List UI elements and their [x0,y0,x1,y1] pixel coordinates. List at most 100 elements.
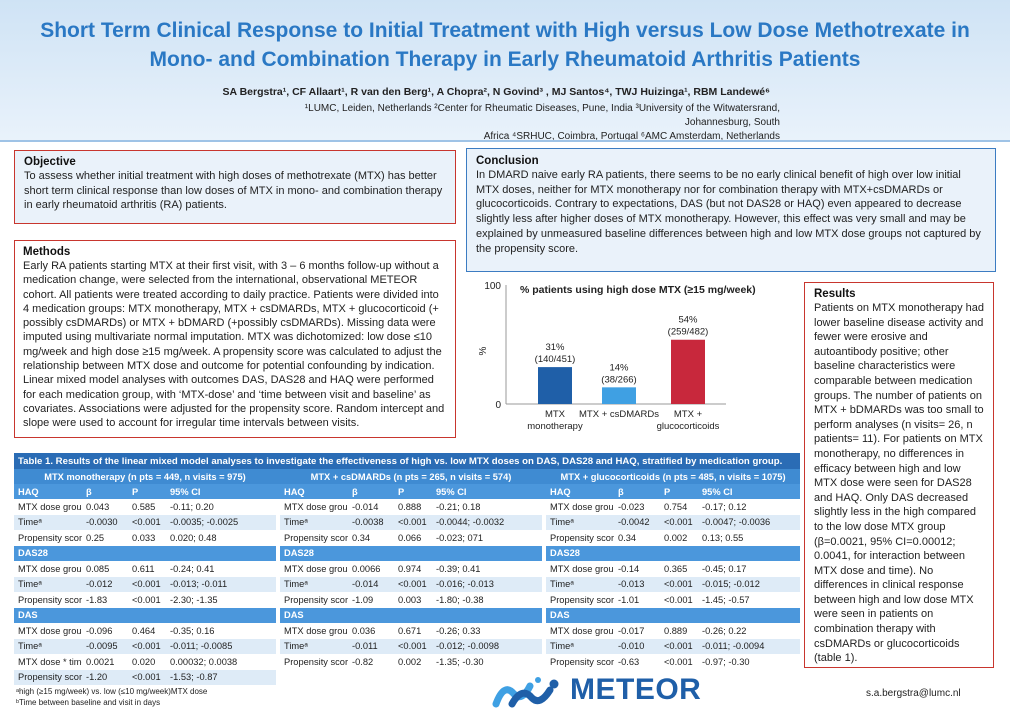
table-gap [542,469,546,484]
chart-y-tick-label: 100 [484,281,501,292]
table-cell: -1.20 [82,669,128,685]
table-row: Propensity score -1.20 <0.001 -1.53; -0.87 [14,669,801,685]
table-cell: 0.003 [394,592,432,608]
table-cell: <0.001 [394,514,432,530]
table-row-label: Propensity score [280,530,348,546]
results-heading: Results [814,288,856,300]
table-cell: -0.017 [614,623,660,639]
table-row-label: Timeᵃ [14,514,82,530]
chart-y-tick-label: 0 [495,400,501,411]
table-section-name: HAQ [14,484,82,499]
affiliations-line-1: ¹LUMC, Leiden, Netherlands ²Center for R… [304,103,780,128]
objective-text: To assess whether initial treatment with… [24,170,443,212]
meteor-logo-icon [492,677,559,708]
table-cell: -0.0095 [82,638,128,654]
table-group-header: MTX monotherapy (n pts = 449, n visits =… [14,469,276,484]
table-section-name: HAQ [546,484,614,499]
table-cell: <0.001 [660,638,698,654]
table-gap [276,623,280,639]
table-row-label: MTX dose group [14,623,82,639]
table-cell: 0.365 [660,561,698,577]
methods-text: Early RA patients starting MTX at their … [23,260,445,430]
table-row-label: MTX dose group [546,499,614,515]
table-gap [542,484,546,499]
contact-email[interactable]: s.a.bergstra@lumc.nl [866,688,961,699]
table-cell: -0.023 [614,499,660,515]
table-column-header: P [128,484,166,499]
table-cell: -0.26; 0.22 [698,623,801,639]
table-cell: -0.0030 [82,514,128,530]
table-cell: -0.82 [348,654,394,670]
table-row: MTX dose group 0.043 0.585 -0.11; 0.20 MTX d… [14,499,801,515]
table-gap [542,592,546,608]
chart-bar [671,339,705,404]
table-gap [542,545,546,561]
table-cell: -0.016; -0.013 [432,576,542,592]
table-cell: -0.096 [82,623,128,639]
table-cell: 0.34 [348,530,394,546]
table-gap [542,654,546,670]
table-gap [542,638,546,654]
table-cell: -0.0042 [614,514,660,530]
table-cell: 0.611 [128,561,166,577]
table-section-header-row: DAS DAS DAS [14,607,801,623]
table-cell: <0.001 [128,576,166,592]
table-cell: -0.0035; -0.0025 [166,514,276,530]
poster-header: Short Term Clinical Response to Initial … [0,0,1010,142]
table-cell: -1.53; -0.87 [166,669,276,685]
chart-category-label: glucocorticoids [657,421,720,432]
table-cell: -1.35; -0.30 [432,654,542,670]
table-row-label: Timeᵃ [14,638,82,654]
table-empty-cell [394,669,432,685]
table-cell: -0.14 [614,561,660,577]
table-cell: 0.036 [348,623,394,639]
table-cell: 0.585 [128,499,166,515]
conclusion-text: In DMARD naive early RA patients, there … [476,169,981,255]
table-row: Timeᵃ -0.0095 <0.001 -0.011; -0.0085 Timeᵃ -0… [14,638,801,654]
table-cell: -1.80; -0.38 [432,592,542,608]
table-cell: <0.001 [660,514,698,530]
table-gap [276,592,280,608]
table-row-label: Propensity score [280,654,348,670]
table-empty-cell [280,669,348,685]
table-row: MTX dose group -0.096 0.464 -0.35; 0.16 MTX … [14,623,801,639]
table-cell: -1.83 [82,592,128,608]
table-cell: -2.30; -1.35 [166,592,276,608]
chart-bar [602,387,636,404]
table-row: Timeᵃ -0.012 <0.001 -0.013; -0.011 Timeᵃ -0.0… [14,576,801,592]
title-line-1: Short Term Clinical Response to Initial … [40,19,970,42]
table-row-label: Timeᵃ [14,576,82,592]
table-group-header-row: MTX monotherapy (n pts = 449, n visits =… [14,469,801,484]
table-empty-cell [432,669,542,685]
chart-y-axis-label: % [478,346,489,355]
table-section-name: DAS [546,607,801,623]
table-cell: -1.45; -0.57 [698,592,801,608]
results-text: Patients on MTX monotherapy had lower ba… [814,302,984,665]
table-row: MTX dose * time 0.0021 0.020 0.00032; 0.003… [14,654,801,670]
table-cell: -1.01 [614,592,660,608]
table-cell: -0.013; -0.011 [166,576,276,592]
table-row-label: MTX dose group [280,623,348,639]
table-row: MTX dose group 0.085 0.611 -0.24; 0.41 MTX d… [14,561,801,577]
table-cell: 0.002 [660,530,698,546]
table-cell: -0.11; 0.20 [166,499,276,515]
affiliations: ¹LUMC, Leiden, Netherlands ²Center for R… [240,102,780,144]
table-column-header: β [348,484,394,499]
table-section-header-row: DAS28 DAS28 DAS28 [14,545,801,561]
table-cell: 0.974 [394,561,432,577]
table-cell: -0.023; 071 [432,530,542,546]
table-cell: <0.001 [660,592,698,608]
table-cell: <0.001 [128,514,166,530]
table-gap [276,499,280,515]
table-section-name: DAS28 [280,545,542,561]
meteor-logo-mark [492,677,559,708]
table-gap [542,623,546,639]
chart-data-label: (259/482) [668,327,709,338]
table-gap [542,561,546,577]
table-cell: 0.464 [128,623,166,639]
table-row-label: MTX dose * time [14,654,82,670]
table-cell: -0.35; 0.16 [166,623,276,639]
table-footnote-b: ᵇTime between baseline and visit in days [16,698,161,707]
chart-data-label: 14% [609,362,629,373]
table-column-header: 95% CI [698,484,801,499]
